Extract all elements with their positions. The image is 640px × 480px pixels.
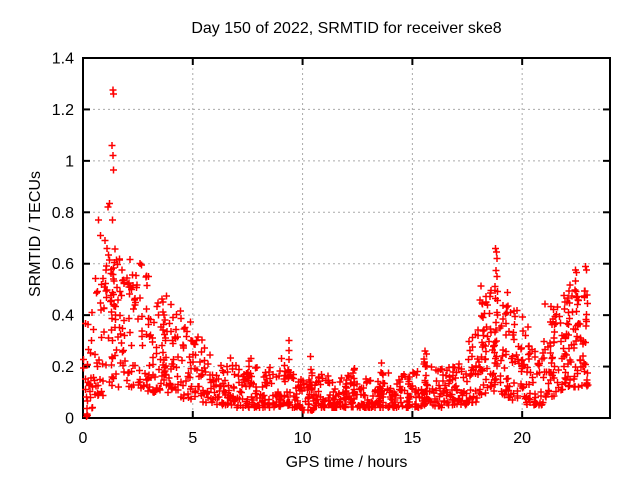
y-tick-label: 0.6 bbox=[52, 256, 74, 273]
y-tick-label: 0 bbox=[65, 411, 74, 428]
y-tick-label: 0.8 bbox=[52, 205, 74, 222]
x-axis-label: GPS time / hours bbox=[285, 454, 408, 471]
chart-title: Day 150 of 2022, SRMTID for receiver ske… bbox=[191, 20, 502, 37]
x-tick-label: 10 bbox=[294, 430, 312, 447]
y-tick-label: 0.4 bbox=[52, 308, 74, 325]
x-tick-label: 15 bbox=[403, 430, 421, 447]
x-tick-label: 0 bbox=[79, 430, 88, 447]
y-tick-label: 1 bbox=[65, 153, 74, 170]
scatter-points bbox=[80, 86, 592, 420]
plot-border bbox=[82, 57, 611, 419]
x-tick-label: 5 bbox=[188, 430, 197, 447]
y-tick-label: 0.2 bbox=[52, 359, 74, 376]
x-tick-label: 20 bbox=[513, 430, 531, 447]
y-tick-label: 1.2 bbox=[52, 102, 74, 119]
y-tick-label: 1.4 bbox=[52, 51, 74, 68]
y-axis-label: SRMTID / TECUs bbox=[27, 171, 44, 297]
